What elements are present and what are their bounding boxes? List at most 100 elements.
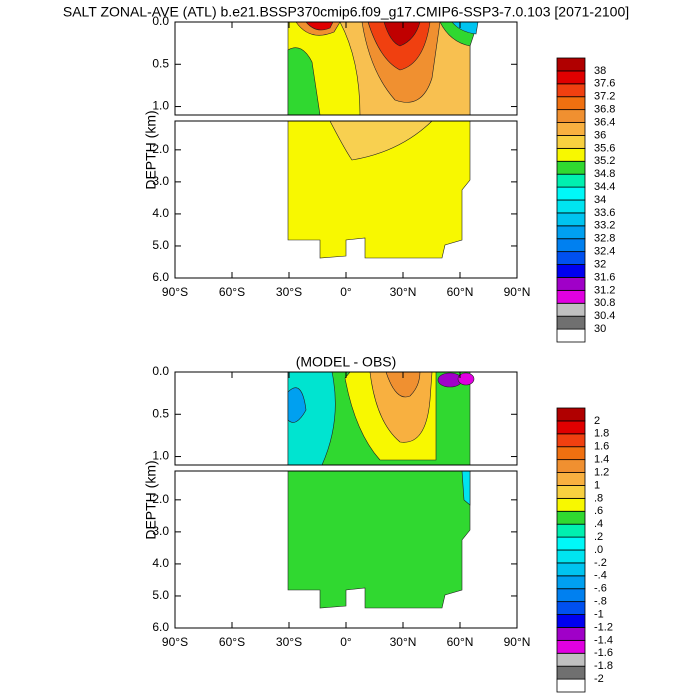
colorbar-label: .8 bbox=[594, 492, 603, 504]
colorbar-swatch bbox=[556, 497, 586, 512]
colorbar-swatch bbox=[556, 289, 586, 304]
colorbar-swatch bbox=[556, 433, 586, 448]
colorbar-swatch bbox=[556, 446, 586, 461]
colorbar-swatch bbox=[556, 614, 586, 628]
y-tick-label: 4.0 bbox=[152, 556, 169, 570]
y-tick-label: 0.5 bbox=[152, 406, 169, 420]
colorbar-label: 37.6 bbox=[594, 78, 615, 90]
colorbar-swatch bbox=[556, 147, 586, 162]
colorbar-label: .6 bbox=[594, 505, 603, 517]
colorbar-swatch bbox=[556, 407, 586, 422]
colorbar-label: 34 bbox=[594, 194, 606, 206]
colorbar-swatch bbox=[556, 549, 586, 564]
colorbar-label: 32.4 bbox=[594, 246, 615, 258]
colorbar-label: -1.8 bbox=[594, 660, 613, 672]
colorbar-label: 33.6 bbox=[594, 207, 615, 219]
colorbar-swatch bbox=[556, 652, 586, 667]
contour-fill bbox=[287, 470, 471, 609]
colorbar-swatch bbox=[556, 57, 586, 72]
colorbar-label: 1.6 bbox=[594, 441, 609, 453]
x-tick-label: 60°S bbox=[219, 285, 245, 299]
y-tick-label: 4.0 bbox=[152, 206, 169, 220]
colorbar-swatch bbox=[556, 575, 586, 590]
colorbar-swatch bbox=[556, 173, 586, 188]
y-tick-label: 0.0 bbox=[152, 364, 169, 378]
chart-title: SALT ZONAL-AVE (ATL) b.e21.BSSP370cmip6.… bbox=[63, 4, 629, 20]
colorbar-label: 1.4 bbox=[594, 454, 609, 466]
x-tick-label: 90°N bbox=[504, 635, 531, 649]
colorbar-swatch bbox=[556, 109, 586, 123]
colorbar-label: 31.6 bbox=[594, 271, 615, 283]
contour-fill bbox=[329, 120, 433, 161]
colorbar-swatch bbox=[556, 302, 586, 317]
colorbar-label: .0 bbox=[594, 544, 603, 556]
x-tick-label: 90°N bbox=[504, 285, 531, 299]
contour-fill bbox=[451, 21, 479, 35]
x-tick-label: 30°S bbox=[276, 285, 302, 299]
colorbar-label: -2 bbox=[594, 673, 604, 685]
x-tick-label: 30°N bbox=[390, 285, 417, 299]
colorbar-label: 35.2 bbox=[594, 155, 615, 167]
y-tick-label: 6.0 bbox=[152, 270, 169, 284]
colorbar-label: -.2 bbox=[594, 557, 607, 569]
colorbar-swatch bbox=[556, 639, 586, 654]
colorbar-label: 34.8 bbox=[594, 168, 615, 180]
y-tick-label: 0.5 bbox=[152, 56, 169, 70]
colorbar-swatch bbox=[556, 122, 586, 136]
colorbar-label: 31.2 bbox=[594, 284, 615, 296]
colorbar-label: 1 bbox=[594, 479, 600, 491]
y-tick-label: 2.0 bbox=[152, 492, 169, 506]
y-axis-label: DEPTH (km) bbox=[143, 460, 159, 539]
colorbar-swatch bbox=[556, 251, 586, 265]
contour-fill bbox=[305, 21, 334, 31]
colorbar-swatch bbox=[556, 186, 586, 201]
colorbar-swatch bbox=[556, 678, 586, 693]
x-tick-label: 0° bbox=[340, 635, 352, 649]
colorbar-swatch bbox=[556, 420, 586, 435]
colorbar-swatch bbox=[556, 485, 586, 499]
colorbar-label: 36 bbox=[594, 129, 606, 141]
colorbar-swatch bbox=[556, 238, 586, 253]
colorbar-label: 37.2 bbox=[594, 91, 615, 103]
colorbar-swatch bbox=[556, 199, 586, 214]
y-tick-label: 2.0 bbox=[152, 142, 169, 156]
colorbar-swatch bbox=[556, 601, 586, 615]
contour-fill bbox=[385, 371, 421, 398]
colorbar-label: 35.6 bbox=[594, 142, 615, 154]
y-tick-label: 3.0 bbox=[152, 174, 169, 188]
y-tick-label: 5.0 bbox=[152, 238, 169, 252]
colorbar-swatch bbox=[556, 472, 586, 486]
colorbar-label: .4 bbox=[594, 518, 603, 530]
x-tick-label: 60°N bbox=[447, 285, 474, 299]
contour-fill bbox=[457, 372, 475, 386]
colorbar-label: 1.2 bbox=[594, 466, 609, 478]
x-tick-label: 30°S bbox=[276, 635, 302, 649]
colorbar-swatch bbox=[556, 160, 586, 175]
colorbar-swatch bbox=[556, 225, 586, 240]
colorbar-label: -1.6 bbox=[594, 647, 613, 659]
x-tick-label: 60°N bbox=[447, 635, 474, 649]
colorbar-label: 30 bbox=[594, 323, 606, 335]
colorbar-swatch bbox=[556, 135, 586, 149]
y-tick-label: 3.0 bbox=[152, 524, 169, 538]
colorbar-label: 34.4 bbox=[594, 181, 615, 193]
colorbar-swatch bbox=[556, 510, 586, 525]
x-tick-label: 30°N bbox=[390, 635, 417, 649]
colorbar-label: 2 bbox=[594, 415, 600, 427]
colorbar-label: -.4 bbox=[594, 570, 607, 582]
contour-fill bbox=[383, 21, 421, 47]
contour-fill bbox=[287, 387, 307, 423]
colorbar-swatch bbox=[556, 83, 586, 98]
chart-title: (MODEL - OBS) bbox=[296, 354, 397, 370]
colorbar-swatch bbox=[556, 562, 586, 577]
contour-fill bbox=[287, 120, 471, 259]
colorbar-swatch bbox=[556, 665, 586, 680]
colorbar-swatch bbox=[556, 536, 586, 551]
colorbar-label: 30.8 bbox=[594, 297, 615, 309]
colorbar-label: -1.4 bbox=[594, 634, 613, 646]
contour-fill bbox=[287, 47, 321, 116]
colorbar-label: -1.2 bbox=[594, 621, 613, 633]
y-axis-label: DEPTH (km) bbox=[143, 110, 159, 189]
colorbar-label: 32.8 bbox=[594, 233, 615, 245]
